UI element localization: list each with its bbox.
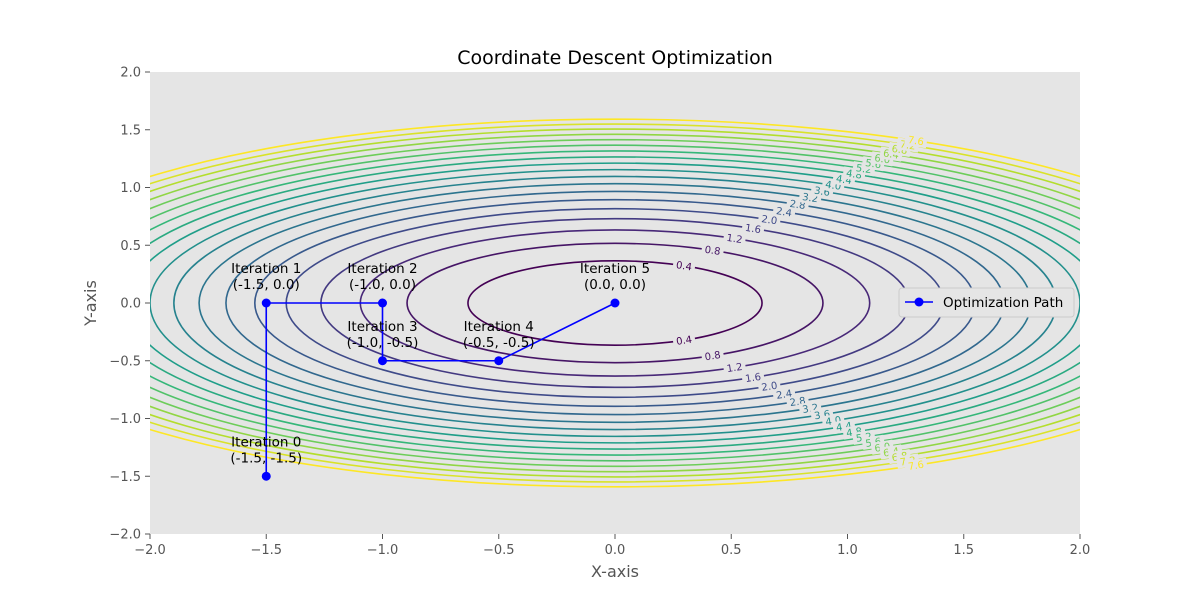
x-tick-label: 2.0 [1070, 543, 1091, 558]
contour-label: 2.4 [775, 206, 792, 219]
contour-label-bg [672, 258, 696, 274]
x-tick-label: 1.0 [837, 543, 858, 558]
contour-label: 0.4 [675, 335, 692, 348]
contour-level-5.2 [150, 150, 1080, 456]
y-tick-label: −2.0 [109, 528, 141, 543]
legend-box [898, 287, 1075, 318]
annotation-title-2: Iteration 2 [347, 261, 417, 277]
contour-label-bg [741, 220, 765, 237]
contour-label-bg [904, 133, 928, 149]
path-point-1 [261, 298, 271, 308]
x-tick-label: −1.5 [250, 543, 282, 558]
contour-label: 1.6 [745, 372, 762, 385]
x-tick-label: 1.5 [953, 543, 974, 558]
contour-level-0.4 [467, 260, 763, 346]
y-tick-label: 0.5 [120, 239, 141, 254]
y-tick-label: 1.0 [120, 181, 141, 196]
contour-label: 0.8 [704, 350, 721, 363]
contour-label: 1.2 [726, 233, 743, 246]
y-axis-title: Y-axis [81, 280, 100, 327]
contour-level-4.4 [150, 162, 1080, 444]
contour-label: 7.6 [907, 135, 924, 148]
y-tick-label: 1.5 [120, 123, 141, 138]
annotation-title-3: Iteration 3 [347, 319, 417, 335]
contour-level-6.8 [150, 128, 1080, 478]
legend: Optimization Path [898, 287, 1075, 318]
contour-label-bg [722, 359, 747, 376]
y-tick-label: 2.0 [120, 66, 141, 81]
path-point-4 [494, 356, 504, 366]
contour-label-layer: 0.40.40.80.81.21.21.61.62.02.02.42.42.82… [672, 133, 928, 473]
legend-marker [914, 297, 924, 307]
path-line [265, 302, 616, 477]
x-tick-label: −1.0 [367, 543, 399, 558]
contour-level-6.0 [150, 138, 1080, 468]
contour-level-5.6 [150, 144, 1080, 462]
optimization-path [261, 298, 620, 481]
annotation-coord-5: (0.0, 0.0) [584, 277, 646, 293]
x-tick-label: 0.5 [721, 543, 742, 558]
contour-label-bg [672, 332, 696, 348]
annotation-title-4: Iteration 4 [464, 319, 534, 335]
contour-label: 1.6 [744, 223, 761, 236]
path-point-0 [261, 471, 271, 481]
contour-label-bg [741, 369, 765, 386]
annotation-coord-4: (-0.5, -0.5) [463, 335, 535, 351]
path-point-3 [378, 356, 387, 366]
contour-level-6.4 [150, 133, 1080, 473]
contour-label: 2.0 [761, 214, 778, 227]
annotation-coord-1: (-1.5, 0.0) [233, 277, 300, 293]
contour-level-4.8 [150, 156, 1080, 450]
x-tick-label: 0.0 [605, 543, 626, 558]
y-tick-label: 0.0 [120, 297, 141, 312]
path-point-5 [610, 298, 620, 308]
legend-label: Optimization Path [943, 295, 1063, 311]
y-tick-label: −1.0 [109, 412, 141, 427]
contour-label: 7.6 [907, 460, 924, 473]
annotation-coord-2: (-1.0, 0.0) [349, 277, 416, 293]
contour-label: 1.2 [726, 362, 743, 375]
iteration-annotations: Iteration 0(-1.5, -1.5) Iteration 1(-1.5,… [230, 261, 650, 466]
contour-level-0.8 [406, 242, 824, 364]
contour-level-7.6 [150, 118, 1080, 488]
annotation-title-1: Iteration 1 [231, 261, 301, 277]
contour-label-bg [700, 348, 725, 364]
contour-label: 0.8 [704, 245, 721, 258]
x-tick-label: −2.0 [134, 543, 166, 558]
annotation-title-0: Iteration 0 [231, 434, 301, 450]
y-tick-label: −1.5 [109, 470, 141, 485]
contour-label: 0.4 [675, 260, 692, 273]
annotation-coord-0: (-1.5, -1.5) [230, 450, 302, 466]
contour-label-bg [722, 230, 747, 247]
contour-label-bg [700, 242, 725, 258]
contour-level-7.2 [150, 123, 1080, 483]
y-tick-label: −0.5 [109, 354, 141, 369]
x-axis-ticks: −2.0 −1.5 −1.0 −0.5 0.0 0.5 1.0 1.5 2.0 [134, 534, 1090, 558]
x-tick-label: −0.5 [483, 543, 515, 558]
annotation-title-5: Iteration 5 [580, 261, 650, 277]
path-point-2 [378, 298, 387, 308]
y-axis-ticks: −2.0 −1.5 −1.0 −0.5 0.0 0.5 1.0 1.5 2.0 [109, 66, 150, 543]
contour-label-bg [904, 457, 928, 473]
x-axis-title: X-axis [591, 562, 639, 581]
contour-level-4.0 [150, 168, 1080, 438]
annotation-coord-3: (-1.0, -0.5) [347, 335, 419, 351]
chart-title: Coordinate Descent Optimization [457, 47, 773, 69]
